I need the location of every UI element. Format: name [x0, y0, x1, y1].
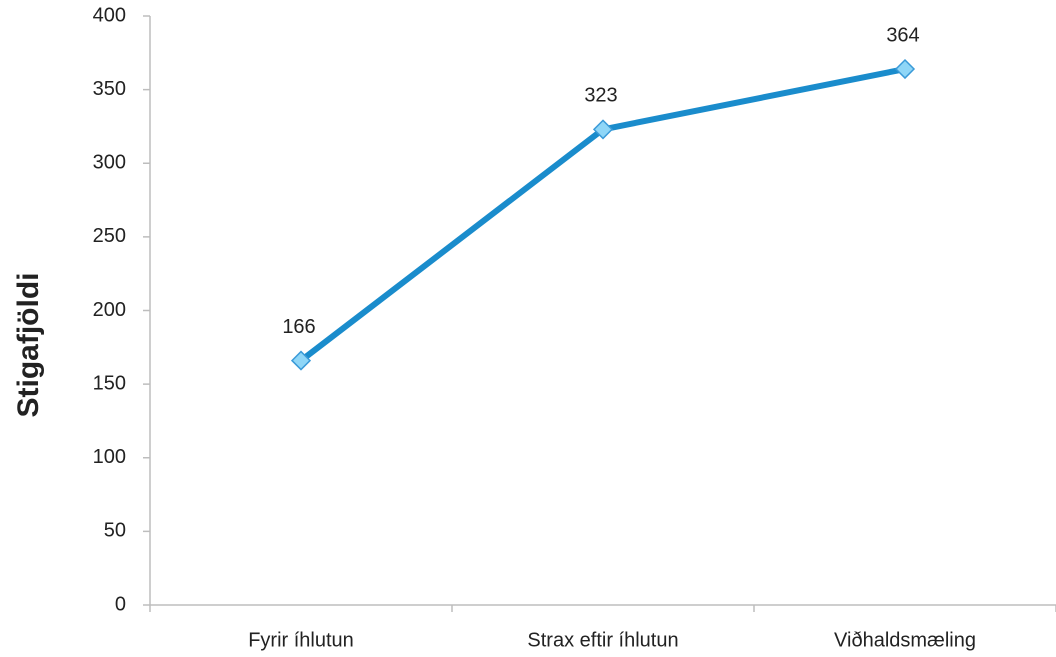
data-label: 364 — [886, 24, 919, 46]
marker — [894, 58, 916, 80]
y-tick-label: 400 — [93, 4, 126, 26]
y-tick-label: 150 — [93, 372, 126, 394]
y-tick-label: 200 — [93, 299, 126, 321]
y-tick-label: 100 — [93, 446, 126, 468]
y-tick-label: 350 — [93, 78, 126, 100]
y-tick-label: 50 — [104, 520, 126, 542]
y-axis-label: Stigafjöldi — [12, 273, 45, 418]
x-tick-label: Fyrir íhlutun — [248, 629, 354, 651]
marker — [592, 119, 614, 140]
x-tick-label: Viðhaldsmæling — [834, 629, 976, 651]
x-tick-label: Strax eftir íhlutun — [527, 629, 678, 651]
data-label: 166 — [282, 316, 315, 338]
line — [299, 66, 906, 363]
data-label: 323 — [584, 85, 617, 107]
y-tick-label: 250 — [93, 225, 126, 247]
marker — [290, 350, 312, 371]
y-tick-label: 300 — [93, 152, 126, 174]
y-tick-label: 0 — [115, 593, 126, 615]
